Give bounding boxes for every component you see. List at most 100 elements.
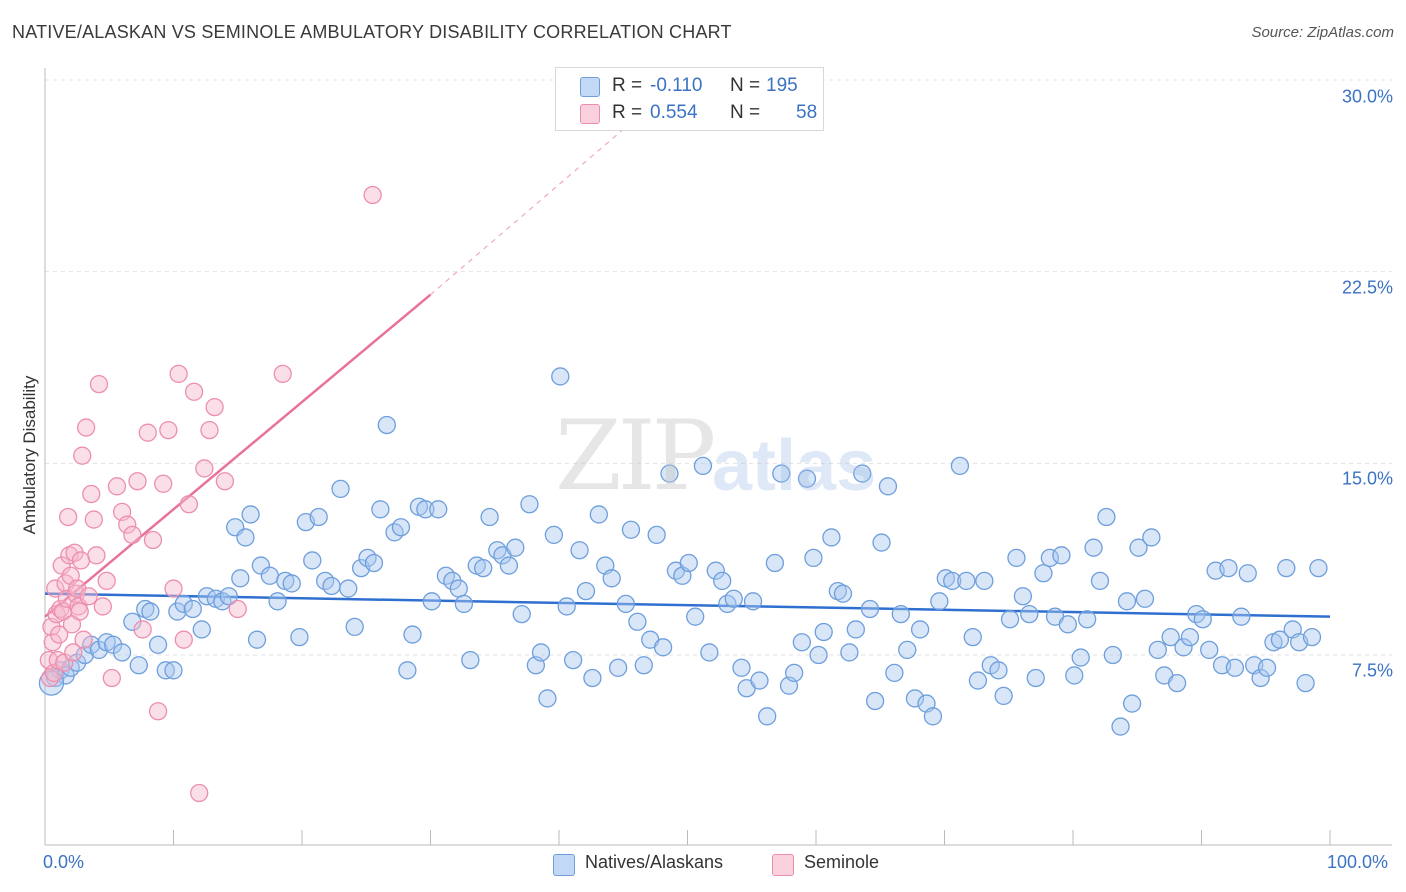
r-value: 0.554	[650, 102, 698, 123]
data-point-natives	[1026, 668, 1045, 688]
data-point-seminole	[215, 472, 235, 491]
data-point-natives	[1238, 564, 1257, 583]
data-point-seminole	[148, 702, 168, 721]
n-value: 195	[766, 75, 798, 96]
data-point-natives	[846, 620, 865, 639]
data-point-natives	[488, 541, 507, 560]
r-value: -0.110	[650, 75, 703, 96]
data-point-seminole	[138, 423, 157, 442]
data-point-natives	[260, 566, 280, 585]
data-point-natives	[241, 505, 260, 524]
y-tick-label: 7.5%	[1351, 660, 1393, 681]
data-point-natives	[1103, 645, 1122, 665]
data-point-natives	[693, 456, 713, 476]
data-point-natives	[853, 464, 872, 483]
data-point-natives	[129, 656, 148, 675]
blue-swatch-icon	[553, 854, 575, 876]
data-point-natives	[512, 604, 531, 624]
y-tick-label: 15.0%	[1341, 468, 1393, 489]
data-point-natives	[192, 620, 211, 639]
data-point-seminole	[55, 653, 74, 672]
data-point-seminole	[107, 477, 127, 496]
data-point-natives	[743, 592, 763, 611]
r-label: R =	[612, 75, 643, 96]
data-point-natives	[112, 643, 132, 662]
data-point-natives	[499, 556, 519, 575]
trend-line-seminole	[44, 293, 432, 618]
n-label: N =	[730, 102, 761, 123]
data-point-natives	[634, 656, 653, 675]
data-point-natives	[480, 507, 499, 527]
data-point-seminole	[184, 382, 204, 401]
data-point-natives	[1232, 607, 1251, 626]
data-point-natives	[765, 553, 785, 573]
data-point-seminole	[123, 525, 142, 545]
data-point-seminole	[273, 364, 292, 384]
data-point-natives	[860, 599, 880, 619]
data-point-natives	[1084, 538, 1103, 557]
data-point-seminole	[174, 630, 193, 649]
data-point-natives	[608, 658, 628, 677]
watermark-atlas: atlas	[712, 426, 877, 506]
data-point-seminole	[179, 495, 199, 514]
x-tick-label-min: 0.0%	[43, 852, 85, 872]
data-point-natives	[570, 541, 589, 560]
data-point-natives	[797, 469, 817, 488]
data-point-natives	[898, 640, 917, 660]
data-point-natives	[1013, 587, 1033, 606]
pink-swatch-icon	[580, 104, 600, 124]
data-point-natives	[686, 607, 705, 626]
trend-line-seminole-extension	[430, 117, 637, 296]
y-tick-label: 30.0%	[1341, 86, 1393, 107]
data-point-seminole	[71, 551, 91, 570]
data-point-natives	[792, 633, 812, 652]
data-point-natives	[1251, 668, 1270, 688]
data-point-natives	[1000, 610, 1020, 629]
data-point-natives	[1277, 558, 1296, 578]
data-point-natives	[1302, 627, 1322, 647]
data-point-natives	[653, 638, 673, 657]
data-point-natives	[1097, 507, 1116, 527]
data-point-natives	[531, 643, 551, 662]
data-point-natives	[963, 627, 982, 647]
data-point-natives	[957, 571, 976, 591]
data-point-natives	[251, 556, 271, 575]
data-point-natives	[968, 671, 988, 690]
data-point-seminole	[143, 530, 163, 550]
data-point-seminole	[159, 420, 178, 440]
data-point-natives	[905, 689, 925, 708]
data-point-natives	[1167, 673, 1187, 693]
data-point-natives	[583, 668, 602, 688]
data-point-seminole	[93, 597, 112, 616]
data-point-natives	[1200, 640, 1219, 660]
data-point-natives	[1065, 666, 1084, 685]
data-point-natives	[1058, 615, 1078, 634]
data-point-natives	[364, 553, 384, 573]
data-point-seminole	[164, 579, 183, 598]
data-point-natives	[303, 551, 322, 570]
data-point-natives	[713, 571, 732, 591]
data-point-natives	[557, 597, 576, 616]
data-point-natives	[422, 592, 441, 611]
data-point-natives	[994, 686, 1013, 706]
data-point-natives	[339, 579, 358, 598]
data-point-natives	[1007, 548, 1026, 568]
legend-label-seminole: Seminole	[804, 852, 880, 872]
data-point-seminole	[363, 185, 382, 205]
data-point-natives	[910, 620, 930, 639]
data-point-seminole	[190, 783, 209, 803]
data-point-natives	[520, 495, 539, 514]
trend-line-natives	[44, 592, 1331, 618]
data-point-natives	[461, 650, 480, 670]
data-point-natives	[732, 658, 751, 677]
data-point-natives	[758, 707, 777, 726]
data-point-seminole	[64, 643, 83, 662]
data-point-seminole	[51, 599, 70, 619]
data-point-seminole	[200, 420, 219, 440]
data-point-natives	[1270, 630, 1290, 649]
data-point-natives	[89, 640, 109, 660]
data-point-natives	[1122, 694, 1142, 713]
data-point-natives	[67, 653, 87, 672]
data-point-seminole	[195, 459, 214, 478]
